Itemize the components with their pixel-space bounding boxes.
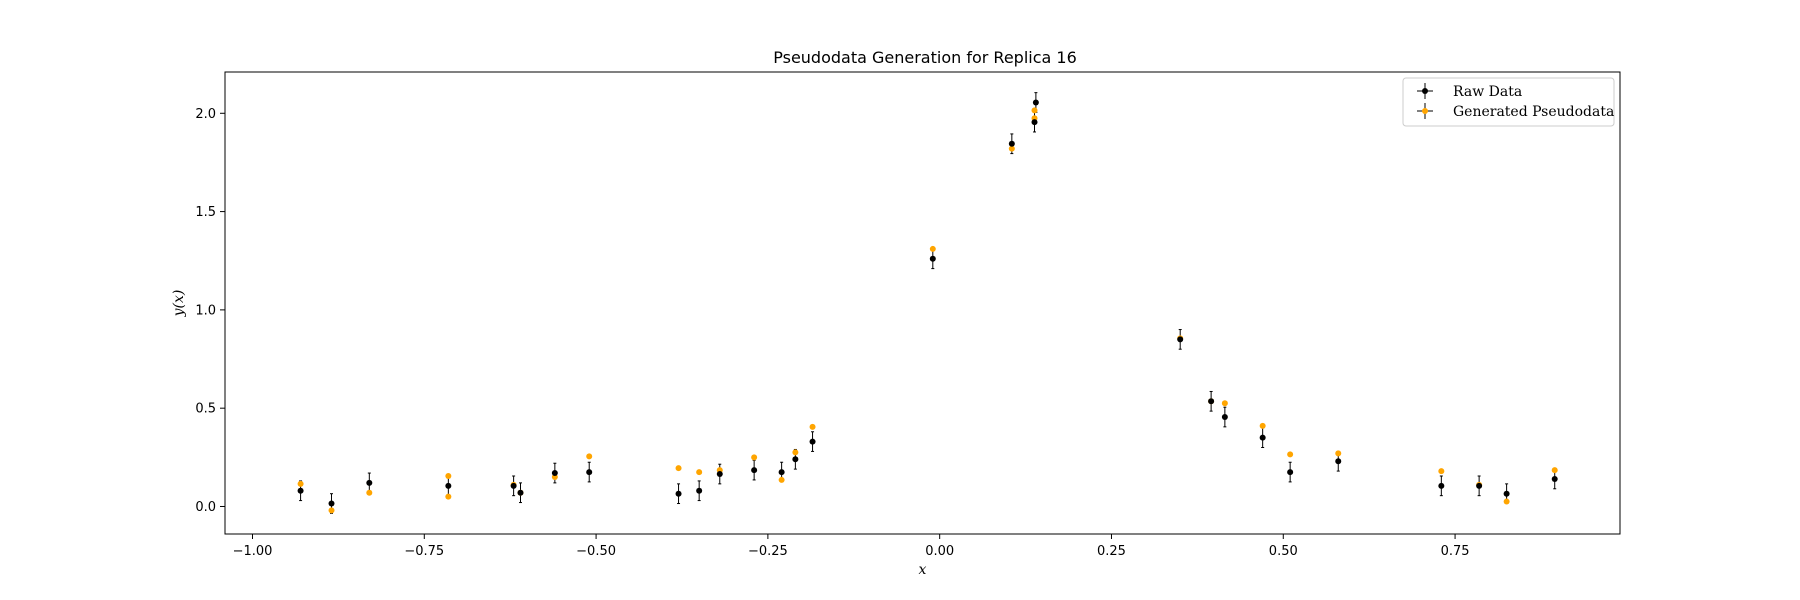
plot-area	[224, 71, 1621, 535]
x-tick-label: 0.25	[1097, 544, 1126, 559]
pseudodata-point	[1551, 467, 1558, 474]
legend-label: Raw Data	[1453, 84, 1522, 100]
raw-data-point	[551, 470, 558, 477]
raw-data-point	[328, 500, 335, 507]
raw-data-point	[586, 469, 593, 476]
legend-marker-point	[1422, 88, 1428, 94]
legend-marker-point	[1422, 108, 1428, 114]
pseudodata-point	[778, 476, 785, 483]
plot-marks	[297, 92, 1558, 514]
y-tick-label: 1.0	[195, 303, 216, 318]
pseudodata-point	[328, 507, 335, 514]
pseudodata-point	[675, 465, 682, 472]
raw-data-point	[792, 456, 799, 463]
pseudodata-point	[1503, 498, 1510, 505]
y-axis: 0.0 0.5 1.0 1.5 2.0	[195, 107, 225, 515]
pseudodata-point	[366, 489, 373, 496]
pseudodata-point	[1259, 422, 1266, 429]
x-tick-label: −1.00	[233, 544, 273, 559]
raw-data-point	[1208, 398, 1215, 405]
legend: Raw Data Generated Pseudodata	[1402, 77, 1615, 127]
legend-entries: Raw Data Generated Pseudodata	[1417, 83, 1614, 120]
pseudodata-point	[809, 423, 816, 430]
pseudodata-point	[445, 493, 452, 500]
pseudodata-point	[1335, 450, 1342, 457]
y-tick-label: 0.0	[195, 500, 216, 515]
x-tick-label: 0.75	[1441, 544, 1470, 559]
raw-data-point	[809, 438, 816, 445]
raw-data-point	[1032, 99, 1039, 106]
pseudodata-point	[586, 453, 593, 460]
pseudodata-point	[297, 480, 304, 487]
raw-data-point	[297, 487, 304, 494]
raw-data-point	[1287, 469, 1294, 476]
raw-data-point	[1438, 482, 1445, 489]
raw-data-point	[716, 471, 723, 478]
raw-data-point	[1221, 414, 1228, 421]
raw-data-point	[510, 482, 517, 489]
x-tick-label: −0.75	[404, 544, 444, 559]
pseudodata-point	[1438, 468, 1445, 475]
x-tick-label: 0.00	[925, 544, 954, 559]
pseudodata-point	[792, 449, 799, 456]
raw-data-point	[778, 469, 785, 476]
pseudodata-point	[1221, 400, 1228, 407]
legend-label: Generated Pseudodata	[1453, 104, 1614, 120]
x-tick-label: 0.50	[1269, 544, 1298, 559]
raw-data-point	[751, 467, 758, 474]
pseudodata-point	[445, 473, 452, 480]
raw-data-point	[366, 479, 373, 486]
pseudodata-point	[929, 245, 936, 252]
raw-data-point	[1259, 434, 1266, 441]
raw-data-point	[675, 490, 682, 497]
y-tick-label: 0.5	[195, 402, 216, 417]
raw-data-point	[517, 489, 524, 496]
x-tick-label: −0.25	[748, 544, 788, 559]
pseudodata-point	[696, 469, 703, 476]
raw-data-point	[1335, 458, 1342, 465]
y-tick-label: 2.0	[195, 107, 216, 122]
pseudodata-point	[1008, 145, 1015, 152]
y-tick-label: 1.5	[195, 205, 216, 220]
raw-data-point	[1008, 140, 1015, 147]
x-axis: −1.00 −0.75 −0.50 −0.25 0.00 0.25 0.50 0.75	[233, 534, 1470, 559]
raw-data-point	[445, 482, 452, 489]
raw-data-point	[1177, 336, 1184, 343]
pseudodata-point	[1031, 107, 1038, 114]
pseudodata-point	[751, 454, 758, 461]
y-axis-label: y(x)	[171, 290, 187, 318]
raw-data-point	[696, 487, 703, 494]
raw-data-point	[1031, 119, 1038, 126]
pseudodata-point	[1287, 451, 1294, 458]
raw-data-point	[929, 255, 936, 262]
legend-box	[1402, 77, 1615, 127]
x-axis-label: x	[919, 562, 927, 578]
x-tick-label: −0.50	[576, 544, 616, 559]
raw-data-point	[1476, 482, 1483, 489]
raw-data-point	[1551, 475, 1558, 482]
raw-data-point	[1503, 490, 1510, 497]
chart-title: Pseudodata Generation for Replica 16	[773, 48, 1077, 67]
